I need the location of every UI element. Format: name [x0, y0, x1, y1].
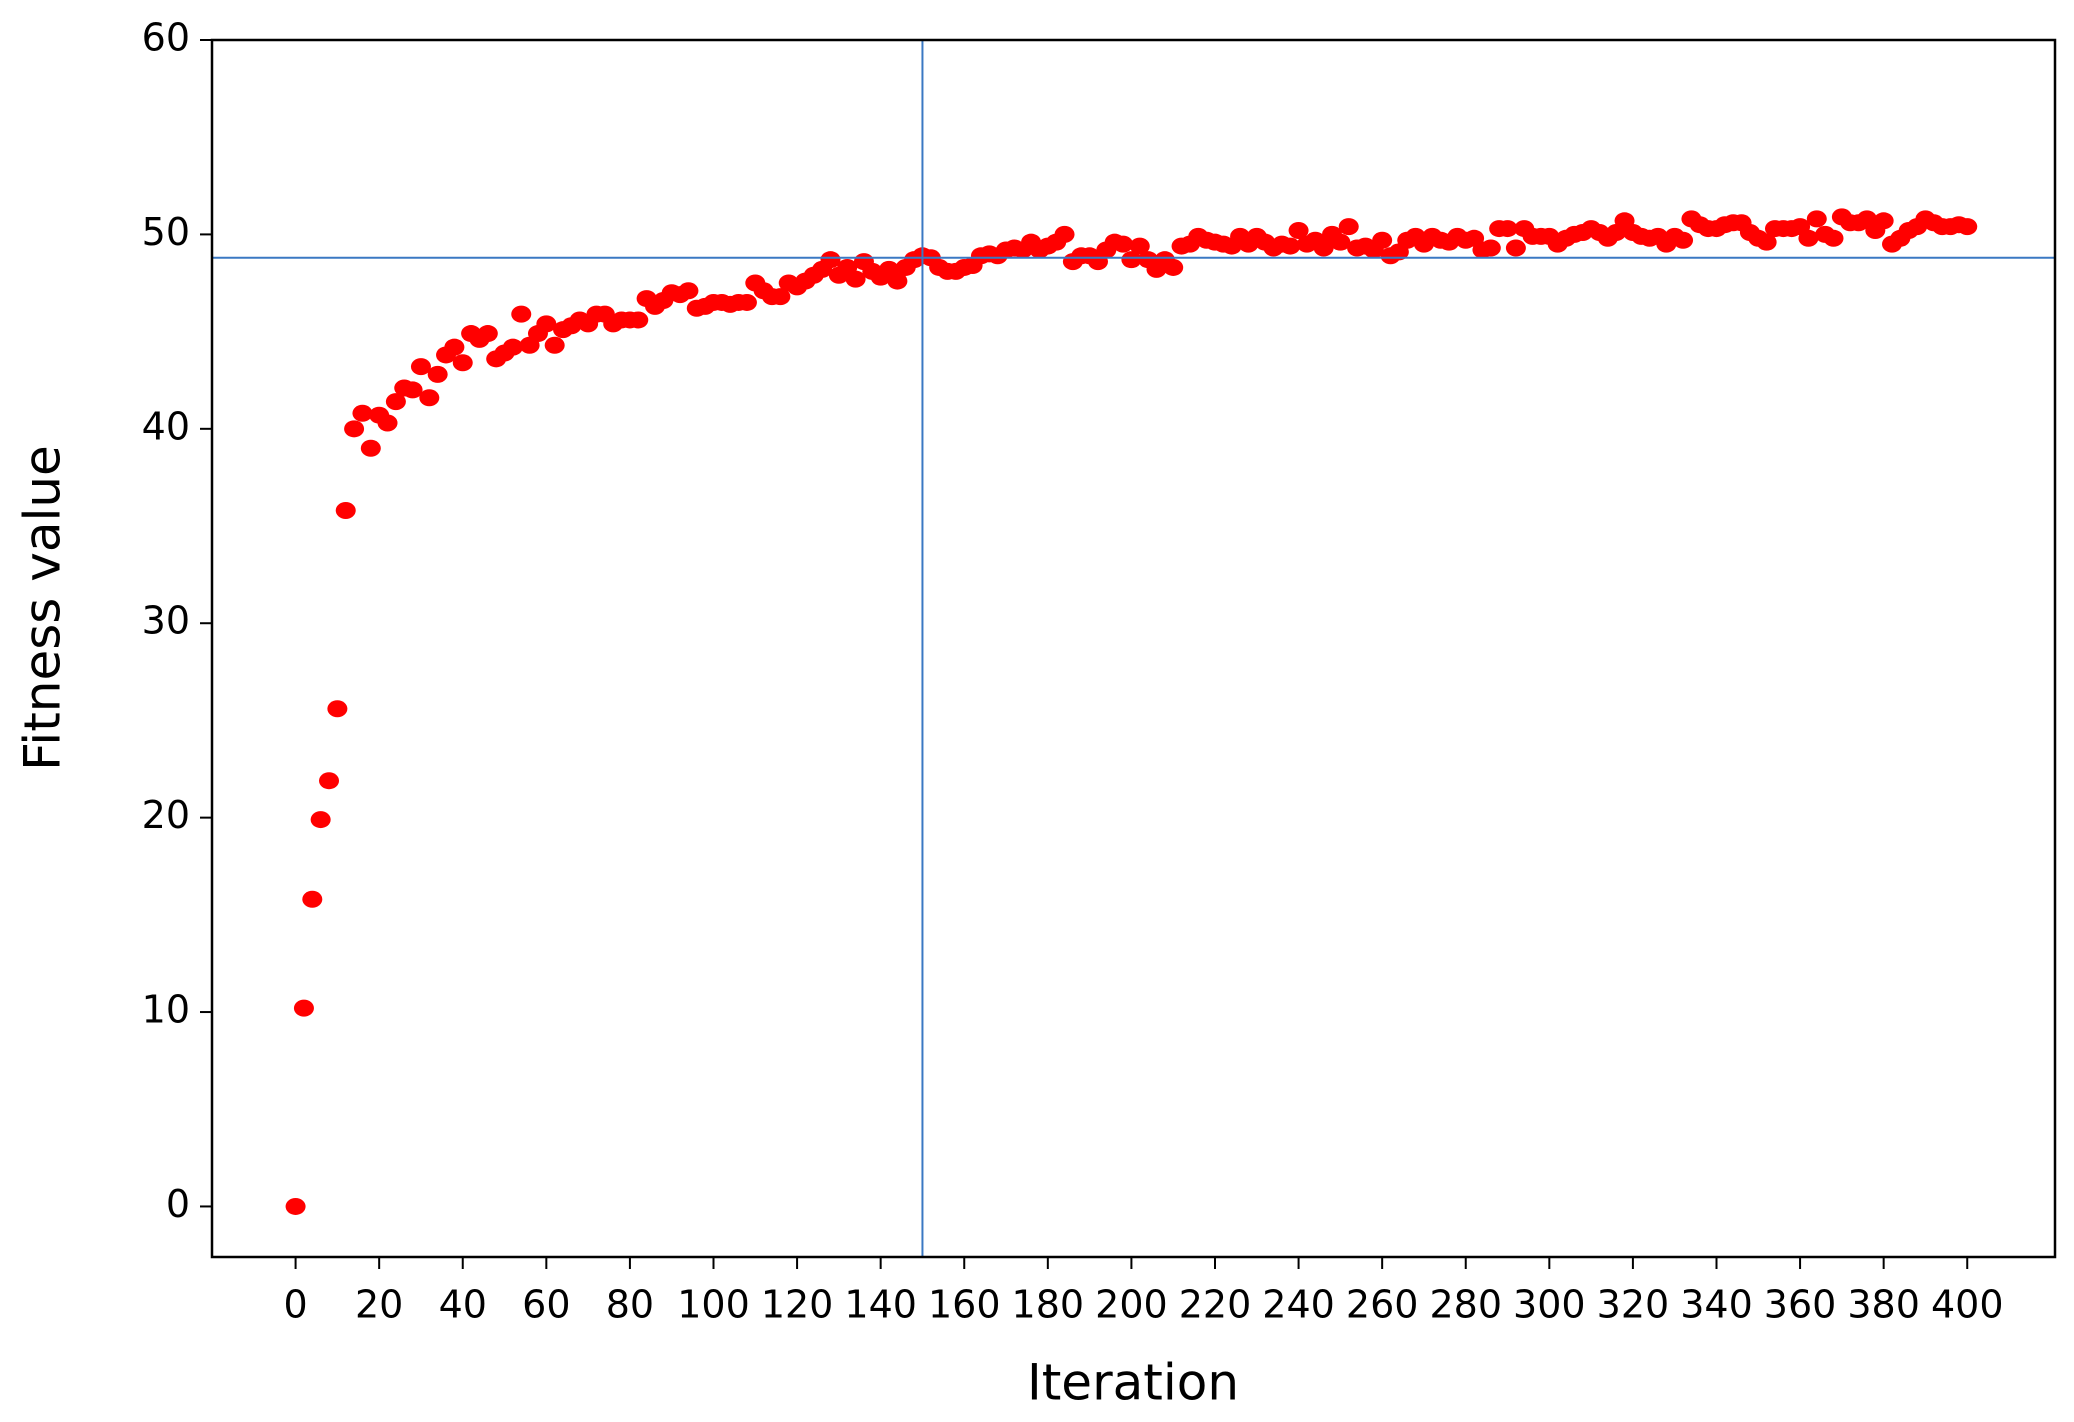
- x-tick-label: 60: [522, 1283, 570, 1327]
- x-tick-label: 380: [1847, 1283, 1920, 1327]
- point: [1330, 233, 1351, 251]
- point: [302, 890, 323, 908]
- x-tick-label: 400: [1931, 1283, 2004, 1327]
- point: [536, 315, 557, 333]
- point: [1505, 239, 1526, 257]
- point: [310, 811, 331, 829]
- point: [1957, 218, 1978, 236]
- x-axis-label: Iteration: [1027, 1354, 1239, 1412]
- point: [1673, 231, 1694, 249]
- x-tick-label: 100: [677, 1283, 750, 1327]
- x-tick-label: 300: [1513, 1283, 1586, 1327]
- point: [1280, 237, 1301, 255]
- point: [1288, 222, 1309, 240]
- point: [360, 439, 381, 457]
- point: [544, 336, 565, 354]
- point: [502, 338, 523, 356]
- x-tick-label: 0: [283, 1283, 307, 1327]
- point: [452, 354, 473, 372]
- point: [327, 700, 348, 718]
- point: [344, 420, 365, 438]
- point: [444, 338, 465, 356]
- x-tick-label: 340: [1680, 1283, 1753, 1327]
- x-tick-label: 240: [1262, 1283, 1335, 1327]
- point: [385, 393, 406, 411]
- point: [511, 305, 532, 323]
- y-tick-label: 10: [142, 988, 190, 1032]
- x-tick-label: 200: [1095, 1283, 1168, 1327]
- x-tick-label: 220: [1179, 1283, 1252, 1327]
- point: [1497, 220, 1518, 238]
- y-axis-label: Fitness value: [14, 445, 72, 771]
- point: [1480, 239, 1501, 257]
- point: [419, 389, 440, 407]
- x-tick-label: 120: [761, 1283, 834, 1327]
- point: [1163, 258, 1184, 276]
- point: [1338, 218, 1359, 236]
- point: [820, 251, 841, 269]
- x-tick-label: 360: [1764, 1283, 1837, 1327]
- y-tick-label: 0: [166, 1182, 190, 1226]
- x-tick-label: 320: [1597, 1283, 1670, 1327]
- point: [402, 381, 423, 399]
- x-tick-label: 180: [1012, 1283, 1085, 1327]
- point: [887, 272, 908, 290]
- x-tick-label: 260: [1346, 1283, 1419, 1327]
- point: [1372, 231, 1393, 249]
- point: [1806, 210, 1827, 228]
- point: [285, 1197, 306, 1215]
- point: [377, 414, 398, 432]
- point: [427, 365, 448, 383]
- plot-frame: [210, 38, 2057, 1259]
- point: [335, 501, 356, 519]
- point: [1054, 225, 1075, 243]
- x-tick-label: 280: [1429, 1283, 1502, 1327]
- point: [410, 358, 431, 376]
- y-tick-label: 40: [142, 404, 190, 448]
- x-tick-label: 40: [439, 1283, 487, 1327]
- point: [319, 772, 340, 790]
- x-tick-label: 20: [355, 1283, 403, 1327]
- point: [1798, 229, 1819, 247]
- point: [1756, 233, 1777, 251]
- y-tick-label: 50: [142, 210, 190, 254]
- point: [1121, 251, 1142, 269]
- point: [628, 311, 649, 329]
- point: [1313, 239, 1334, 257]
- point: [1129, 237, 1150, 255]
- y-tick-label: 60: [142, 16, 190, 60]
- point: [1113, 235, 1134, 253]
- point: [352, 404, 373, 422]
- y-tick-label: 30: [142, 599, 190, 643]
- point: [293, 999, 314, 1017]
- point: [845, 270, 866, 288]
- y-tick-label: 20: [142, 793, 190, 837]
- x-tick-label: 140: [844, 1283, 917, 1327]
- x-tick-label: 160: [928, 1283, 1001, 1327]
- point: [1873, 212, 1894, 230]
- point: [736, 293, 757, 311]
- point: [477, 325, 498, 343]
- point: [770, 288, 791, 306]
- point: [678, 282, 699, 300]
- x-tick-label: 80: [606, 1283, 654, 1327]
- point: [1823, 229, 1844, 247]
